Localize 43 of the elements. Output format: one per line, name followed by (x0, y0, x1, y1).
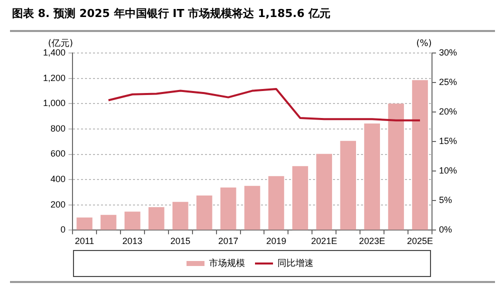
bar (316, 154, 332, 230)
bar (100, 214, 116, 230)
bar (172, 202, 188, 230)
bar (196, 196, 212, 230)
x-tick-label: 2025E (406, 236, 434, 246)
y-tick-label: 1,000 (42, 98, 66, 108)
y-tick-label: 600 (50, 148, 66, 159)
y2-tick-label: 25% (438, 77, 457, 88)
bar (292, 166, 308, 230)
bar (388, 104, 404, 230)
y2-tick-label: 5% (438, 195, 452, 206)
bar (340, 140, 356, 230)
x-tick-label: 2013 (122, 236, 142, 246)
bar (124, 212, 140, 230)
y2-axis-title: (%) (416, 38, 432, 49)
y-tick-label: 800 (50, 123, 66, 134)
bar (220, 188, 236, 230)
y-tick-label: 200 (50, 199, 66, 210)
bar (148, 207, 164, 230)
bar (76, 218, 92, 230)
x-tick-label: 2023E (359, 236, 386, 246)
y2-tick-label: 15% (438, 136, 457, 146)
y-tick-label: 0 (60, 224, 66, 235)
y2-tick-label: 30% (438, 47, 457, 58)
x-tick-label: 2021E (311, 236, 338, 246)
y-axis-title: (亿元) (48, 38, 74, 49)
y-tick-label: 400 (50, 174, 66, 184)
y2-tick-label: 0% (438, 224, 452, 235)
x-tick-label: 2015 (170, 236, 190, 246)
bar (268, 176, 284, 230)
y-tick-label: 1,400 (42, 47, 66, 58)
bar (412, 80, 428, 230)
bar (364, 124, 380, 230)
legend-label: 市场规模 (209, 258, 245, 268)
chart-title: 图表 8. 预测 2025 年中国银行 IT 市场规模将达 1,185.6 亿元 (12, 6, 330, 21)
x-tick-label: 2017 (218, 236, 238, 246)
x-tick-label: 2019 (266, 236, 286, 246)
y2-tick-label: 10% (438, 166, 457, 176)
y2-tick-label: 20% (438, 106, 457, 117)
y-tick-label: 1,200 (42, 72, 66, 83)
legend-label: 同比增速 (278, 258, 314, 268)
x-tick-label: 2011 (74, 236, 94, 246)
bar (244, 186, 260, 230)
